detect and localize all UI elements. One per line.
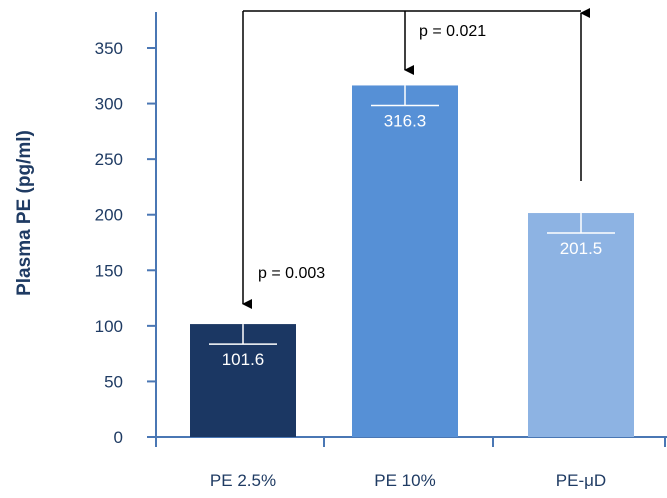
x-tick-label: PE-μD: [556, 471, 606, 490]
bars: 101.6 316.3 201.5: [190, 85, 634, 437]
bar: [352, 85, 458, 437]
x-tick-label: PE 2.5%: [210, 471, 276, 490]
data-label: 101.6: [222, 350, 265, 369]
data-label: 201.5: [560, 239, 603, 258]
x-axis: PE 2.5% PE 10% PE-μD: [155, 436, 667, 490]
y-tick-label: 0: [114, 428, 123, 447]
significance-annotations: p = 0.003 p = 0.021: [242, 8, 590, 309]
p-value-label: p = 0.003: [258, 265, 325, 282]
x-tick-label: PE 10%: [374, 471, 435, 490]
y-tick-label: 200: [95, 206, 123, 225]
y-tick-label: 50: [104, 372, 123, 391]
y-axis: 0 50 100 150 200 250 300 350: [95, 12, 157, 447]
bar: [528, 213, 634, 437]
y-tick-label: 300: [95, 95, 123, 114]
data-label: 316.3: [384, 111, 427, 130]
y-tick-label: 100: [95, 317, 123, 336]
y-axis-label: Plasma PE (pg/ml): [14, 130, 35, 296]
y-tick-label: 150: [95, 261, 123, 280]
y-tick-label: 350: [95, 39, 123, 58]
y-tick-label: 250: [95, 150, 123, 169]
p-value-label: p = 0.021: [419, 23, 486, 40]
